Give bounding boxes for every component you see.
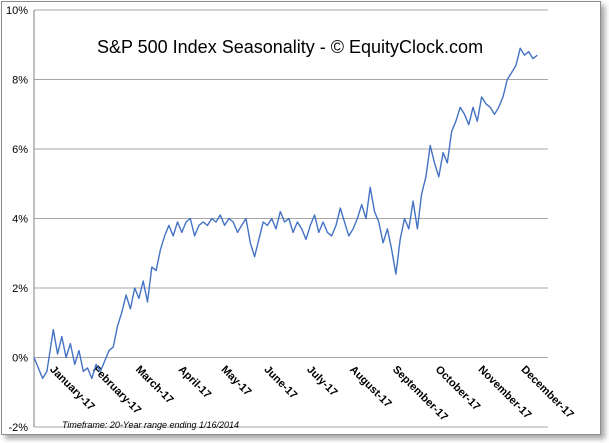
x-tick-label: May-17 — [219, 364, 254, 399]
timeframe-footnote: Timeframe: 20-Year range ending 1/16/201… — [62, 420, 239, 430]
x-tick-label: April-17 — [176, 364, 213, 401]
chart-title: S&P 500 Index Seasonality - © EquityCloc… — [97, 37, 483, 57]
y-tick-label: 6% — [12, 144, 28, 156]
y-tick-label: 10% — [6, 5, 28, 17]
x-tick-label: July-17 — [304, 364, 339, 399]
gridlines — [34, 9, 548, 428]
y-axis-tick-labels: -2% 0% 2% 4% 6% 8% 10% — [6, 5, 28, 434]
series-line — [33, 47, 538, 380]
x-tick-label: August-17 — [347, 364, 394, 411]
y-tick-label: 8% — [12, 75, 28, 87]
y-tick-label: 0% — [12, 353, 28, 365]
y-tick-label: -2% — [8, 422, 28, 434]
y-tick-label: 4% — [12, 214, 28, 226]
y-tick-label: 2% — [12, 283, 28, 295]
x-tick-label: March-17 — [133, 364, 176, 407]
x-tick-label: June-17 — [261, 364, 299, 402]
series-layer — [33, 47, 538, 380]
